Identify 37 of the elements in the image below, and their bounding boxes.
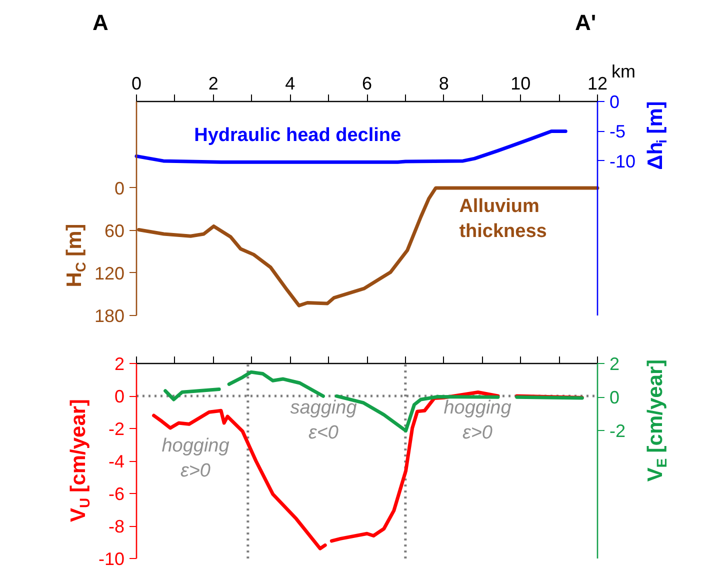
y-tick-label: 180 <box>94 306 125 326</box>
y2-axis-title: Δhi [m] <box>644 101 670 170</box>
y-tick-label: -8 <box>108 516 125 536</box>
y-tick-label: 120 <box>94 263 125 284</box>
y-tick-label: -10 <box>98 549 124 569</box>
y2-tick-label: -10 <box>610 151 636 172</box>
y-axis-title: VU [cm/year] <box>67 398 92 522</box>
y-tick-label: 60 <box>104 220 125 241</box>
series-label: Hydraulic head decline <box>194 125 402 146</box>
y2-tick-label: -2 <box>610 421 626 442</box>
x-tick-label: 12 <box>587 74 608 94</box>
y2-tick-label: 0 <box>610 388 620 408</box>
x-axis-title: km <box>612 62 636 82</box>
line-series <box>134 129 568 164</box>
y-tick-label: 2 <box>114 354 125 374</box>
x-tick-label: 6 <box>362 74 372 94</box>
series-label: Alluvium thickness <box>459 196 547 242</box>
y-tick-label: 0 <box>114 178 125 198</box>
y2-tick-label: -5 <box>610 122 626 142</box>
y-tick-label: -6 <box>108 484 125 504</box>
y-tick-label: -4 <box>108 452 125 472</box>
y-tick-label: -2 <box>108 419 125 439</box>
y2-tick-label: 2 <box>610 354 620 374</box>
text: A <box>92 10 109 35</box>
y2-tick-label: 0 <box>610 92 620 112</box>
text: A' <box>574 10 596 35</box>
annotation: hogging ε>0 <box>162 435 230 482</box>
x-tick-label: 10 <box>510 74 531 94</box>
y-axis-title: HC [m] <box>63 224 88 288</box>
x-tick-label: 4 <box>285 74 296 94</box>
y-tick-label: 0 <box>114 386 125 406</box>
annotation: sagging ε<0 <box>290 397 358 444</box>
x-tick-label: 2 <box>208 74 218 94</box>
x-tick-label: 0 <box>131 74 142 94</box>
y2-axis-title: VE [cm/year] <box>644 359 670 482</box>
annotation: hogging ε>0 <box>444 397 512 444</box>
x-tick-label: 8 <box>438 74 449 94</box>
